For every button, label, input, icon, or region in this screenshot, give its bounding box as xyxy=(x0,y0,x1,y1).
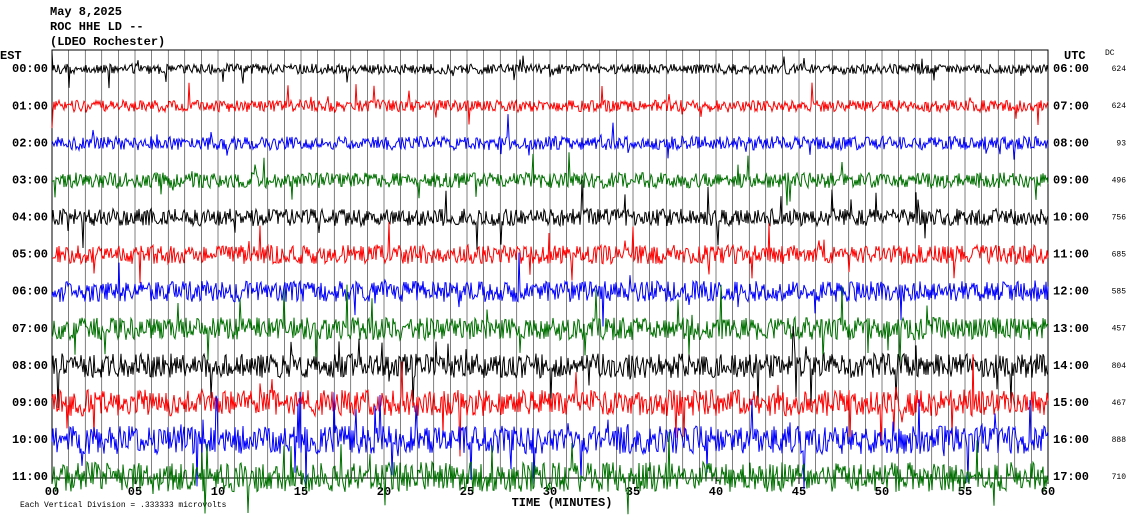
right-axis-label: UTC xyxy=(1064,49,1086,63)
row-label-utc: 17:00 xyxy=(1053,470,1089,484)
trace xyxy=(51,222,1049,284)
trace xyxy=(51,179,1049,250)
x-tick-label: 10 xyxy=(211,485,225,499)
dc-value: 888 xyxy=(1112,436,1127,445)
row-label-est: 09:00 xyxy=(12,396,48,410)
x-tick-label: 45 xyxy=(792,485,806,499)
x-tick-label: 60 xyxy=(1041,485,1055,499)
row-label-est: 05:00 xyxy=(12,248,48,262)
trace xyxy=(51,431,1049,515)
row-label-utc: 15:00 xyxy=(1053,396,1089,410)
trace xyxy=(51,354,1049,457)
x-tick-label: 00 xyxy=(45,485,59,499)
row-label-utc: 11:00 xyxy=(1053,248,1089,262)
dc-value: 685 xyxy=(1112,251,1127,260)
station: ROC HHE LD -- xyxy=(50,20,144,34)
row-label-est: 02:00 xyxy=(12,136,48,150)
row-label-utc: 14:00 xyxy=(1053,359,1089,373)
trace xyxy=(51,284,1049,367)
date: May 8,2025 xyxy=(50,5,122,19)
trace xyxy=(51,252,1049,327)
dc-value: 93 xyxy=(1116,139,1126,148)
row-label-utc: 08:00 xyxy=(1053,136,1089,150)
x-tick-label: 50 xyxy=(875,485,889,499)
row-label-utc: 09:00 xyxy=(1053,173,1089,187)
x-tick-label: 25 xyxy=(460,485,474,499)
trace xyxy=(51,51,1049,89)
row-label-est: 11:00 xyxy=(12,470,48,484)
row-label-utc: 13:00 xyxy=(1053,322,1089,336)
trace xyxy=(51,152,1049,206)
row-label-est: 08:00 xyxy=(12,359,48,373)
dc-value: 624 xyxy=(1112,102,1127,111)
dc-value: 710 xyxy=(1112,473,1127,482)
dc-label: DC xyxy=(1105,49,1115,58)
footnote: Each Vertical Division = .333333 microvo… xyxy=(20,501,227,510)
trace xyxy=(51,326,1049,409)
x-tick-label: 05 xyxy=(128,485,142,499)
dc-value: 624 xyxy=(1112,65,1127,74)
trace xyxy=(51,114,1049,160)
trace xyxy=(51,82,1049,129)
row-label-est: 01:00 xyxy=(12,99,48,113)
dc-value: 756 xyxy=(1112,213,1127,222)
dc-value: 804 xyxy=(1112,362,1127,371)
row-label-utc: 10:00 xyxy=(1053,211,1089,225)
row-label-utc: 06:00 xyxy=(1053,62,1089,76)
x-tick-label: 40 xyxy=(709,485,723,499)
left-axis-label: EST xyxy=(0,49,22,63)
location: (LDEO Rochester) xyxy=(50,35,165,49)
row-label-utc: 07:00 xyxy=(1053,99,1089,113)
row-label-est: 04:00 xyxy=(12,211,48,225)
dc-value: 585 xyxy=(1112,288,1127,297)
x-tick-label: 15 xyxy=(294,485,308,499)
x-tick-label: 55 xyxy=(958,485,972,499)
dc-value: 457 xyxy=(1112,325,1127,334)
row-label-est: 10:00 xyxy=(12,433,48,447)
row-label-est: 06:00 xyxy=(12,285,48,299)
dc-value: 467 xyxy=(1112,399,1127,408)
row-label-est: 00:00 xyxy=(12,62,48,76)
row-label-utc: 12:00 xyxy=(1053,285,1089,299)
trace xyxy=(51,391,1049,490)
dc-value: 496 xyxy=(1112,176,1127,185)
row-label-utc: 16:00 xyxy=(1053,433,1089,447)
x-axis-title: TIME (MINUTES) xyxy=(512,496,613,510)
row-label-est: 07:00 xyxy=(12,322,48,336)
row-label-est: 03:00 xyxy=(12,173,48,187)
